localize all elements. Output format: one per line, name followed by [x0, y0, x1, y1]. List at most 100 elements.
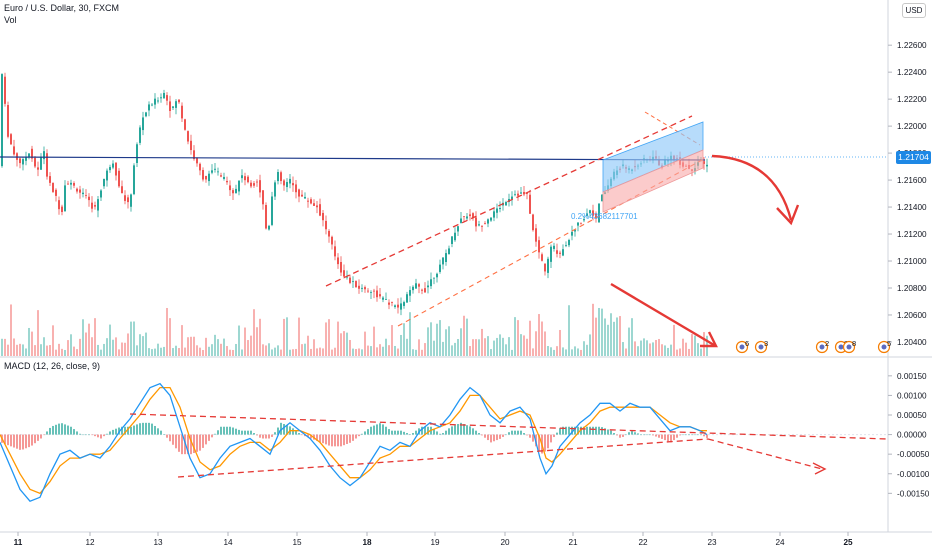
macd-histogram-bar [235, 428, 237, 435]
candle-body [220, 175, 222, 177]
macd-histogram-bar [16, 434, 18, 449]
macd-histogram-bar [334, 434, 336, 447]
candle-body [217, 171, 219, 173]
candle-body [121, 186, 123, 194]
price-axis-label: 1.21200 [897, 230, 927, 239]
volume-bar [55, 349, 57, 356]
candle-body [439, 264, 441, 272]
channel-guide-line [644, 111, 701, 146]
candle-body [514, 194, 516, 196]
volume-bar [367, 345, 369, 356]
volume-bar [580, 349, 582, 356]
macd-histogram-bar [634, 432, 636, 435]
candle-body [172, 106, 174, 108]
candle-body [313, 203, 315, 206]
candle-body [91, 202, 93, 209]
volume-bar [46, 345, 48, 356]
candle-body [145, 112, 147, 117]
volume-bar [148, 348, 150, 356]
candle-body [58, 200, 60, 210]
macd-histogram-bar [70, 426, 72, 435]
candle-body [112, 163, 114, 168]
candle-body [565, 245, 567, 246]
macd-histogram-bar [169, 434, 171, 442]
volume-bar [166, 307, 168, 356]
volume-bar [415, 349, 417, 356]
volume-bar [25, 348, 27, 356]
volume-bar [622, 342, 624, 356]
price-axis-label: 1.22000 [897, 122, 927, 131]
candle-body [598, 203, 600, 223]
volume-bar [457, 339, 459, 356]
candle-body [208, 173, 210, 182]
volume-bar [628, 327, 630, 356]
volume-bar [67, 340, 69, 356]
macd-histogram-bar [352, 434, 354, 441]
candle-body [205, 175, 207, 180]
volume-bar [685, 342, 687, 356]
macd-histogram-bar [559, 428, 561, 435]
macd-histogram-bar [655, 434, 657, 437]
candle-body [226, 180, 228, 183]
volume-bar [652, 342, 654, 356]
volume-bar [619, 316, 621, 356]
volume-bar [154, 348, 156, 356]
candle-body [163, 92, 165, 99]
volume-bar [334, 347, 336, 356]
macd-histogram-bar [583, 426, 585, 435]
candle-body [433, 277, 435, 279]
volume-bar [547, 346, 549, 356]
volume-bar [556, 346, 558, 356]
candle-body [7, 105, 9, 137]
candle-body [316, 205, 318, 208]
volume-bar [256, 327, 258, 356]
candle-body [409, 290, 411, 296]
candle-body [385, 299, 387, 300]
candle-body [286, 182, 288, 188]
volume-bar [490, 349, 492, 356]
macd-histogram-bar [619, 434, 621, 438]
volume-bar [178, 348, 180, 356]
macd-histogram-bar [685, 434, 687, 436]
candle-body [28, 153, 30, 157]
candle-body [322, 212, 324, 221]
volume-bar [385, 338, 387, 356]
macd-histogram-bar [124, 426, 126, 435]
volume-bar [514, 317, 516, 356]
macd-histogram-bar [163, 434, 165, 435]
macd-histogram-bar [226, 426, 228, 435]
macd-histogram-bar [493, 434, 495, 442]
candle-body [247, 176, 249, 183]
candle-body [274, 182, 276, 197]
candle-body [475, 217, 477, 227]
macd-histogram-bar [517, 430, 519, 435]
forecast-straight-arrowhead [700, 331, 718, 348]
macd-histogram-bar [142, 422, 144, 435]
volume-bar [265, 345, 267, 356]
currency-button[interactable]: USD [902, 3, 926, 18]
volume-bar [673, 324, 675, 356]
candle-body [343, 270, 345, 277]
macd-histogram-bar [208, 434, 210, 441]
candle-body [331, 236, 333, 245]
volume-bar [175, 345, 177, 356]
macd-axis-label: 0.00050 [897, 411, 927, 420]
macd-histogram-bar [394, 430, 396, 435]
volume-bar [598, 307, 600, 356]
volume-bar [262, 344, 264, 356]
volume-bar [349, 339, 351, 356]
volume-bar [463, 315, 465, 356]
macd-histogram-bar [25, 434, 27, 449]
macd-histogram-bar [391, 430, 393, 435]
volume-bar [397, 348, 399, 356]
candle-body [4, 76, 6, 104]
candle-body [301, 194, 303, 197]
macd-histogram-bar [613, 433, 615, 435]
macd-histogram-bar [145, 422, 147, 435]
candle-body [196, 157, 198, 164]
volume-bar [682, 338, 684, 356]
macd-histogram-bar [361, 433, 363, 435]
macd-histogram-bar [10, 434, 12, 447]
